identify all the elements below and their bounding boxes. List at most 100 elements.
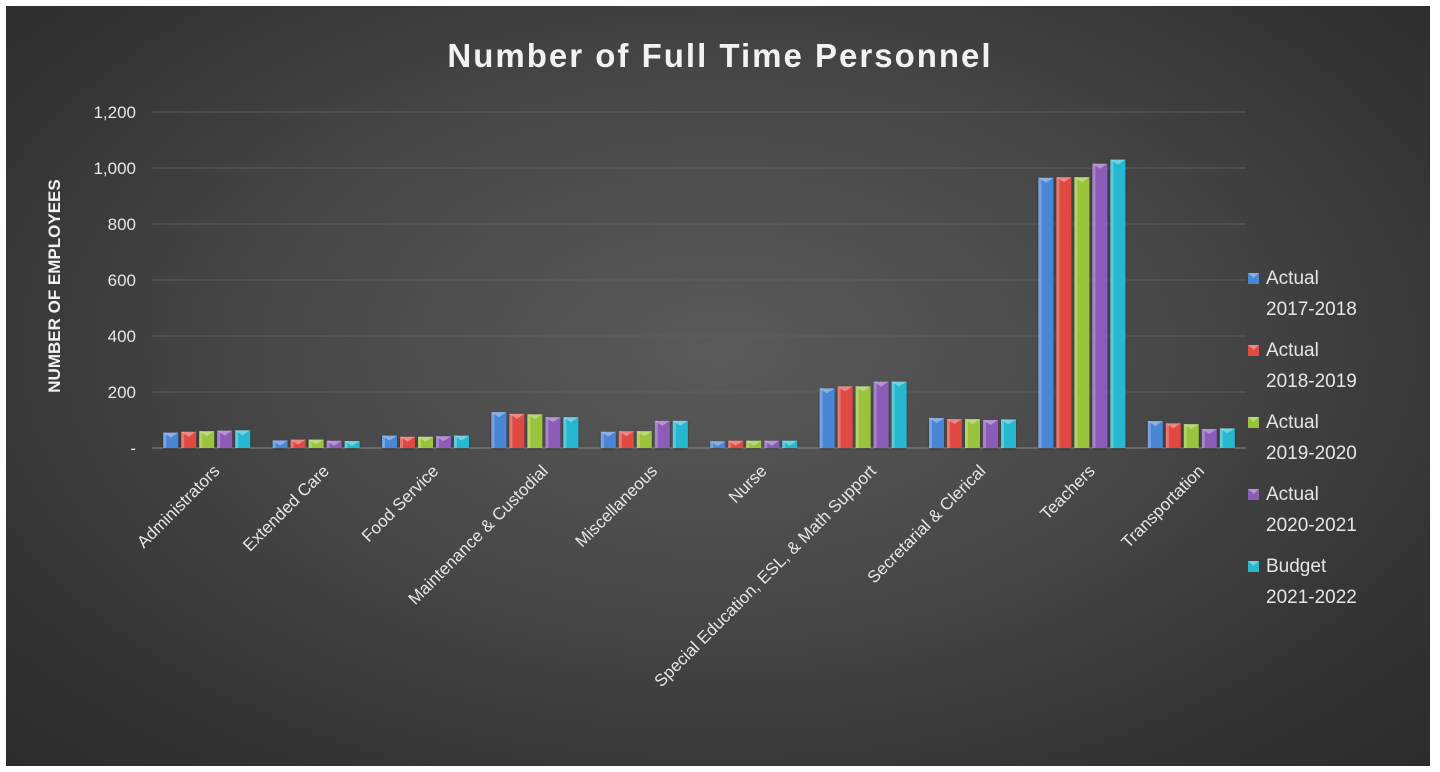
bar-highlight (1056, 177, 1060, 449)
bar-highlight (710, 441, 714, 448)
bar-highlight (290, 439, 294, 448)
bar-bevel (1001, 419, 1016, 425)
bar-highlight (1110, 159, 1114, 448)
bar-bevel (1110, 159, 1126, 165)
bar-highlight (308, 439, 312, 448)
bar (527, 414, 543, 448)
bar-highlight (1038, 177, 1042, 449)
bar (636, 431, 652, 448)
bar (1201, 428, 1217, 448)
bar-highlight (746, 440, 750, 448)
bar-bevel (272, 440, 288, 446)
x-tick-label: Nurse (725, 461, 771, 507)
bar-body (418, 436, 433, 448)
bar (545, 417, 561, 448)
bar-bevel (545, 417, 561, 423)
bar-body (491, 412, 507, 448)
bar-highlight (217, 430, 221, 448)
bar-body (618, 431, 634, 448)
bar-highlight (436, 436, 439, 448)
bar-bevel (1056, 177, 1072, 183)
bar-highlight (344, 441, 348, 448)
bar-highlight (400, 436, 403, 448)
bar-bevel (965, 419, 980, 425)
legend-swatch (1248, 417, 1259, 428)
bar-highlight (163, 432, 167, 448)
bar-bevel (891, 381, 907, 387)
legend-label: Actual (1266, 340, 1319, 361)
bar-body (1201, 428, 1217, 448)
legend-swatch-bevel (1248, 561, 1259, 566)
bar-highlight (509, 413, 513, 448)
bar-bevel (418, 436, 433, 442)
bar-bevel (764, 440, 780, 446)
bar-bevel (344, 441, 360, 446)
bar-bevel (235, 430, 251, 436)
bar-body (672, 420, 688, 448)
bar-body (891, 381, 907, 448)
y-tick-label: 600 (108, 271, 136, 290)
bar-highlight (382, 435, 385, 448)
bar-highlight (929, 418, 932, 448)
y-tick-label: - (130, 439, 136, 458)
bar-highlight (454, 435, 457, 448)
x-tick-label: Food Service (358, 461, 442, 545)
chart-area: Number of Full Time Personnel NUMBER OF … (6, 6, 1430, 766)
legend-swatch (1248, 273, 1259, 284)
bar (563, 417, 579, 448)
bar-highlight (545, 417, 549, 448)
bar-body (1183, 424, 1199, 448)
bar (1165, 423, 1181, 448)
bar-highlight (1201, 428, 1205, 448)
bar (855, 386, 871, 448)
bar-body (1038, 177, 1054, 449)
legend-label: Actual (1266, 412, 1319, 433)
bar-bevel (728, 440, 744, 446)
bar-highlight (527, 414, 531, 448)
bar-highlight (1092, 163, 1096, 449)
bar-body (600, 431, 616, 448)
bar (672, 420, 688, 448)
bar (782, 440, 798, 448)
bar-body (199, 431, 215, 448)
bar-bevel (636, 431, 652, 437)
bar (344, 441, 360, 448)
legend-swatch (1248, 489, 1259, 500)
y-tick-label: 200 (108, 383, 136, 402)
legend-label: Budget (1266, 556, 1327, 577)
bar-body (947, 419, 962, 448)
bar-bevel (308, 439, 324, 445)
bar (509, 413, 525, 448)
bar-highlight (672, 420, 676, 448)
x-tick-label: Special Education, ESL, & Math Support (651, 461, 880, 690)
bar (436, 436, 451, 448)
bar-bevel (710, 441, 726, 447)
bar (891, 381, 907, 448)
bar-highlight (600, 431, 604, 448)
bar (819, 388, 835, 448)
bar-bevel (181, 431, 197, 437)
bar-bevel (600, 431, 616, 437)
bar (1183, 424, 1199, 448)
bar-highlight (199, 431, 203, 448)
legend-swatch-bevel (1248, 489, 1259, 494)
bar-bevel (947, 419, 962, 425)
y-tick-label: 1,200 (93, 103, 136, 122)
bar (746, 440, 762, 448)
bar-body (1092, 163, 1108, 449)
bar (400, 436, 415, 448)
bar-bevel (1219, 428, 1235, 434)
bar (1219, 428, 1235, 448)
bar (873, 381, 889, 448)
bar-bevel (837, 386, 853, 392)
chart-title: Number of Full Time Personnel (447, 37, 992, 74)
bar-body (654, 420, 670, 448)
bar-highlight (728, 440, 732, 448)
bar (1056, 177, 1072, 449)
bar (217, 430, 233, 448)
bar (290, 439, 306, 448)
bar (764, 440, 780, 448)
bar (181, 431, 197, 448)
bar (199, 431, 215, 448)
bar (728, 440, 744, 448)
